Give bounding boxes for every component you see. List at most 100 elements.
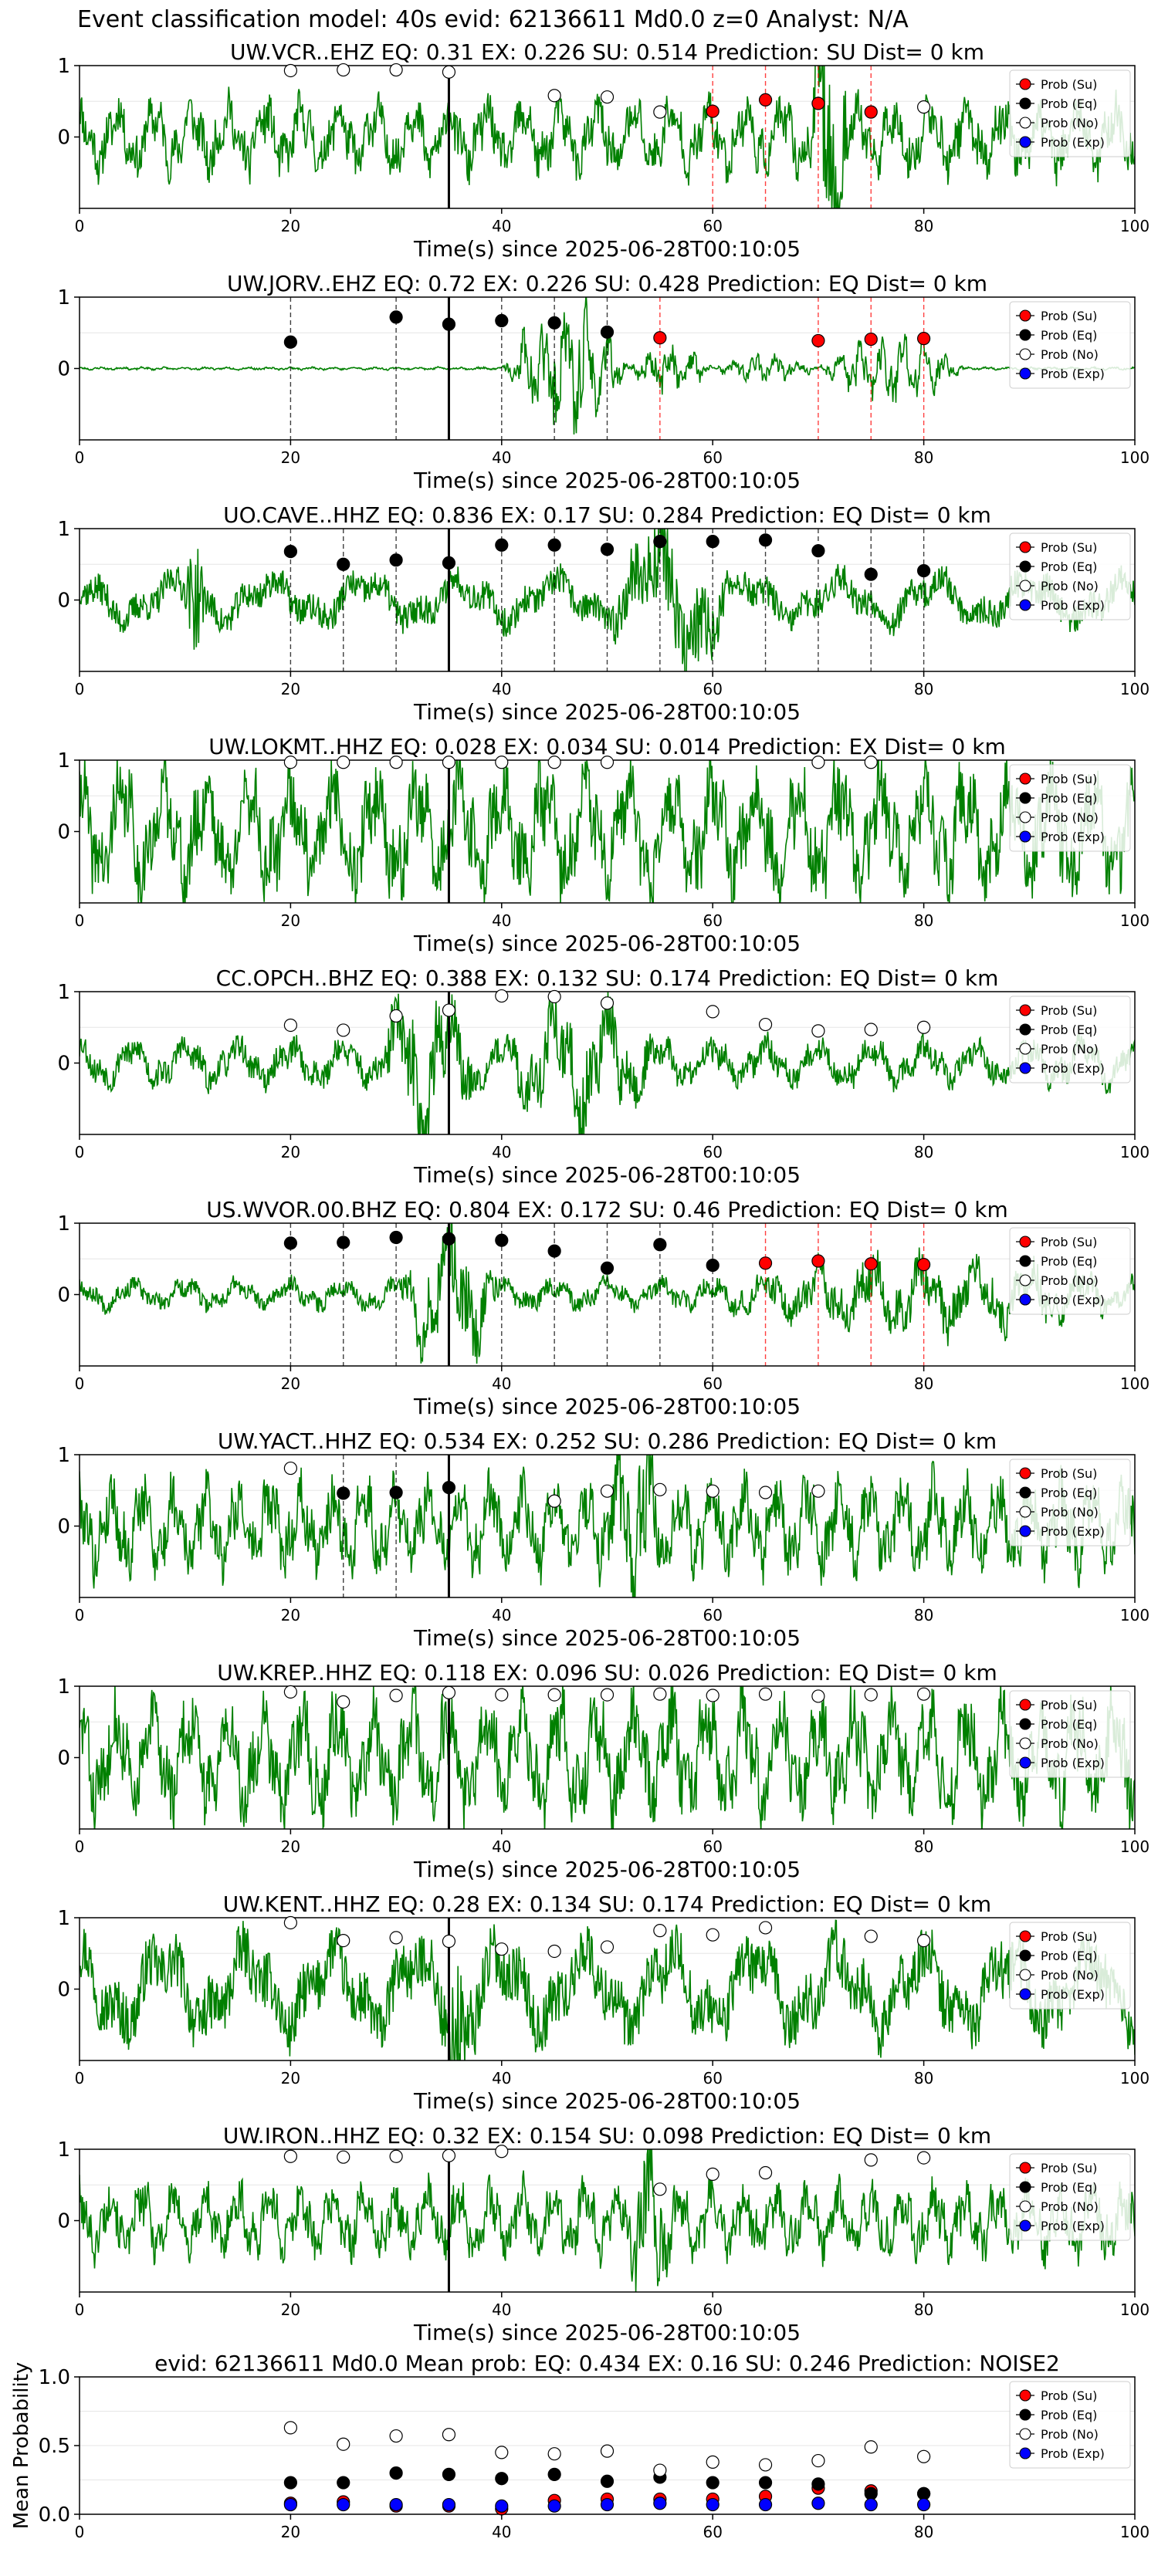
legend-marker-no (1019, 811, 1031, 823)
y-tick-label: 0.5 (39, 2435, 70, 2458)
legend: Prob (Su) Prob (Eq) Prob (No) Prob (Exp) (1009, 532, 1131, 620)
x-tick-label: 80 (914, 1606, 933, 1624)
x-tick-label: 40 (492, 911, 511, 930)
prob-point-exp (653, 2497, 667, 2510)
legend-box (1009, 764, 1131, 852)
legend-marker-eq (1019, 97, 1031, 110)
legend-marker-exp (1019, 367, 1031, 380)
legend-label: Prob (Su) (1041, 1466, 1097, 1481)
prob-point-no (283, 1018, 297, 1033)
legend-box (1009, 2153, 1131, 2241)
legend-label: Prob (Eq) (1041, 1254, 1097, 1269)
x-tick-label: 20 (281, 1606, 300, 1624)
prob-point-eq (758, 2476, 773, 2490)
x-tick-label: 100 (1120, 1606, 1150, 1624)
panel-chart-8: UW.KREP..HHZ EQ: 0.118 EX: 0.096 SU: 0.0… (57, 1660, 1150, 1882)
legend-marker-exp (1019, 599, 1031, 611)
legend-box (1009, 1922, 1131, 2010)
x-tick-label: 40 (492, 1837, 511, 1856)
x-tick-label: 80 (914, 2300, 933, 2319)
prob-point-no (600, 2444, 615, 2458)
prob-point-no (495, 1942, 509, 1956)
x-tick-label: 0 (75, 2069, 85, 2088)
prob-point-no (864, 1929, 878, 1943)
prob-point-no (442, 756, 456, 769)
prob-point-eq (442, 2467, 456, 2481)
y-tick-label: 1 (57, 981, 70, 1004)
prob-point-eq (547, 538, 561, 552)
legend-marker-exp (1019, 1293, 1031, 1306)
legend-marker-no (1019, 1737, 1031, 1749)
x-axis-label: Time(s) since 2025-06-28T00:10:05 (413, 1394, 801, 1419)
legend-label: Prob (No) (1041, 1505, 1099, 1520)
x-tick-label: 100 (1120, 911, 1150, 930)
prob-point-no (811, 2453, 825, 2468)
legend-marker-eq (1019, 1255, 1031, 1267)
prob-point-no (916, 1687, 931, 1701)
legend-box (1009, 1227, 1131, 1315)
x-tick-label: 20 (281, 2069, 300, 2088)
x-tick-label: 100 (1120, 2069, 1150, 2088)
y-tick-label: 0 (57, 1979, 70, 2002)
prob-point-no (337, 1023, 350, 1037)
prob-point-no (495, 989, 509, 1003)
prob-point-eq (706, 535, 720, 549)
legend: Prob (Su) Prob (Eq) Prob (No) Prob (Exp) (1009, 1690, 1131, 1778)
prob-point-eq (283, 1236, 297, 1250)
legend-label: Prob (Exp) (1041, 2446, 1105, 2461)
prob-point-eq (811, 544, 825, 558)
panel-chart-7: UW.YACT..HHZ EQ: 0.534 EX: 0.252 SU: 0.2… (57, 1428, 1150, 1651)
prob-point-no (758, 2458, 773, 2472)
panel-chart-6: US.WVOR.00.BHZ EQ: 0.804 EX: 0.172 SU: 0… (57, 1197, 1150, 1419)
prob-point-no (811, 756, 825, 769)
prob-point-eq (916, 563, 931, 578)
x-tick-label: 80 (914, 448, 933, 467)
legend-marker-exp (1019, 1062, 1031, 1074)
prob-point-no (864, 2440, 878, 2454)
x-axis-label: Time(s) since 2025-06-28T00:10:05 (413, 236, 801, 262)
prob-point-exp (337, 2497, 350, 2512)
waveform-trace (80, 1686, 1135, 1829)
legend-label: Prob (Eq) (1041, 1717, 1097, 1732)
prob-point-no (547, 1688, 561, 1702)
prob-point-no (653, 1482, 667, 1496)
legend-label: Prob (No) (1041, 1736, 1099, 1751)
prob-point-no (337, 756, 350, 769)
prob-point-no (495, 2446, 509, 2459)
legend-marker-eq (1019, 2409, 1031, 2421)
legend-label: Prob (Eq) (1041, 791, 1097, 806)
panel-title: UW.KENT..HHZ EQ: 0.28 EX: 0.134 SU: 0.17… (223, 1891, 991, 1917)
legend-box (1009, 1690, 1131, 1778)
prob-point-no (600, 90, 615, 104)
x-tick-label: 20 (281, 448, 300, 467)
legend-label: Prob (Su) (1041, 2388, 1097, 2403)
legend-label: Prob (No) (1041, 1968, 1099, 1983)
prob-point-su (864, 1257, 878, 1271)
figure-title: Event classification model: 40s evid: 62… (77, 6, 909, 33)
prob-point-no (283, 2149, 297, 2163)
waveform-trace (80, 1223, 1135, 1364)
x-axis-label: Time(s) since 2025-06-28T00:10:05 (413, 1162, 801, 1188)
prob-point-eq (600, 325, 615, 339)
x-axis-label: Time(s) since 2025-06-28T00:10:05 (413, 699, 801, 725)
y-tick-label: 1 (57, 1675, 70, 1699)
waveform-trace (80, 760, 1135, 903)
legend-label: Prob (Exp) (1041, 367, 1105, 381)
axes-frame (79, 2148, 1136, 2293)
prob-point-no (283, 1915, 297, 1930)
prob-point-no (811, 1024, 825, 1038)
legend-marker-su (1019, 541, 1031, 553)
prob-point-no (600, 1484, 615, 1498)
prob-point-eq (283, 2476, 297, 2490)
legend-marker-eq (1019, 1949, 1031, 1962)
legend: Prob (Su) Prob (Eq) Prob (No) Prob (Exp) (1009, 1227, 1131, 1315)
legend-marker-eq (1019, 1718, 1031, 1730)
prob-point-su (811, 333, 825, 348)
prob-point-eq (706, 2476, 720, 2490)
prob-point-eq (864, 2486, 878, 2500)
y-tick-label: 0 (57, 127, 70, 150)
legend-marker-su (1019, 1467, 1031, 1479)
prob-point-no (389, 756, 403, 769)
legend-marker-su (1019, 772, 1031, 785)
legend-label: Prob (Eq) (1041, 96, 1097, 111)
